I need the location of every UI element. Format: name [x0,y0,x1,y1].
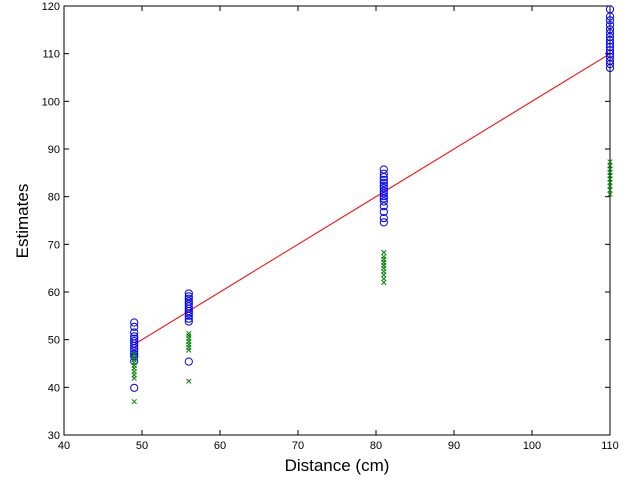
estimate-point [130,334,139,343]
estimate-point [379,218,388,227]
estimate-point [379,183,388,193]
fit-line [133,53,611,345]
estimate-x-point [607,159,613,165]
tick-labels: 40 50 60 70 80 90 100 1103040506070809010011012… [42,1,619,452]
estimate-point [605,39,615,48]
estimate-point [379,165,388,174]
estimate-point [130,328,139,337]
x-tick-label: 100 [523,440,541,452]
y-tick-label: 80 [48,192,60,204]
y-tick-label: 100 [42,96,60,108]
estimate-point [605,25,615,34]
estimate-x-point [381,254,387,260]
estimate-point [379,197,388,206]
y-tick-label: 70 [48,239,60,251]
estimate-x-point [186,330,192,337]
estimate-point [605,16,615,25]
estimate-point [605,42,615,52]
y-axis-label: Estimates [13,184,32,259]
estimate-point [605,5,615,14]
estimate-point [605,29,615,38]
estimate-point [379,169,388,178]
estimate-point [130,332,139,341]
axis-ticks [63,5,611,436]
estimate-point [184,317,193,326]
y-tick-label: 120 [42,1,60,13]
estimate-point [184,289,193,298]
estimate-point [379,181,388,190]
estimate-point [130,318,139,327]
estimate-point [130,336,139,346]
x-tick-label: 60 [214,440,226,452]
estimate-point [130,322,139,331]
estimate-point [379,192,388,201]
estimate-point [184,297,193,306]
x-tick-label: 90 [448,440,460,452]
chart-marks [130,5,615,405]
y-tick-label: 30 [48,430,60,442]
estimate-point [184,294,193,303]
estimate-x-point [381,279,387,286]
estimate-x-point [607,163,613,169]
estimate-x-point [607,183,613,189]
y-tick-label: 110 [42,49,60,61]
estimate-x-point [607,187,613,193]
estimate-point [379,207,388,217]
estimate-x-point [131,398,137,405]
x-tick-label: 70 [292,440,304,452]
estimate-point [130,383,139,392]
estimate-x-point [381,275,387,282]
estimate-point [184,292,193,301]
estimate-x-point [186,378,192,384]
estimate-x-point [607,191,613,197]
estimate-point [379,214,388,223]
estimate-point [379,175,388,185]
x-tick-label: 110 [601,440,619,452]
estimate-point [379,186,388,196]
y-tick-label: 50 [48,335,60,347]
estimate-point [605,52,615,62]
estimate-point [184,357,193,366]
x-axis-label: Distance (cm) [285,456,390,475]
estimate-point [130,349,139,359]
y-tick-label: 40 [48,382,60,394]
y-tick-label: 60 [48,287,60,299]
estimate-point [605,46,615,55]
estimate-x-point [381,249,387,256]
estimate-point [379,178,388,187]
x-tick-label: 40 [58,440,70,452]
estimate-point [605,49,615,58]
x-tick-label: 80 [370,440,382,452]
x-tick-label: 50 [136,440,148,452]
estimate-x-point [131,351,137,357]
estimate-point [605,20,615,30]
y-tick-label: 90 [48,144,60,156]
